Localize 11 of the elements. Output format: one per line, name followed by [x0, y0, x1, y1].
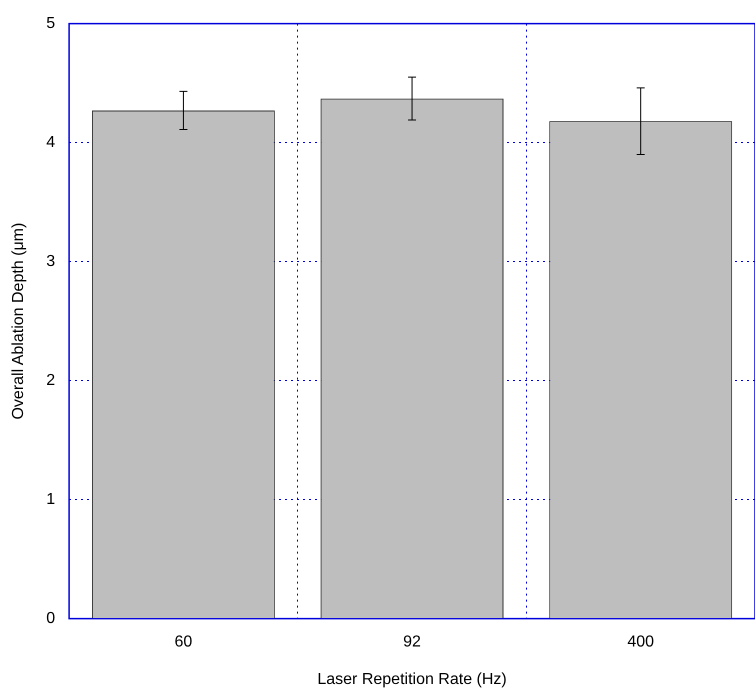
- x-tick-label: 400: [627, 634, 654, 651]
- y-tick-label: 2: [46, 372, 56, 390]
- x-axis-title: Laser Repetition Rate (Hz): [317, 670, 507, 688]
- y-tick-label: 1: [46, 491, 56, 508]
- y-tick-label: 5: [46, 15, 56, 32]
- y-tick-label: 0: [46, 610, 56, 628]
- y-axis-title: Overall Ablation Depth (μm): [10, 222, 28, 420]
- x-tick-label: 92: [403, 634, 422, 651]
- y-tick-label: 4: [46, 134, 56, 152]
- x-tick-label: 60: [174, 634, 192, 651]
- y-tick-label: 3: [46, 253, 56, 270]
